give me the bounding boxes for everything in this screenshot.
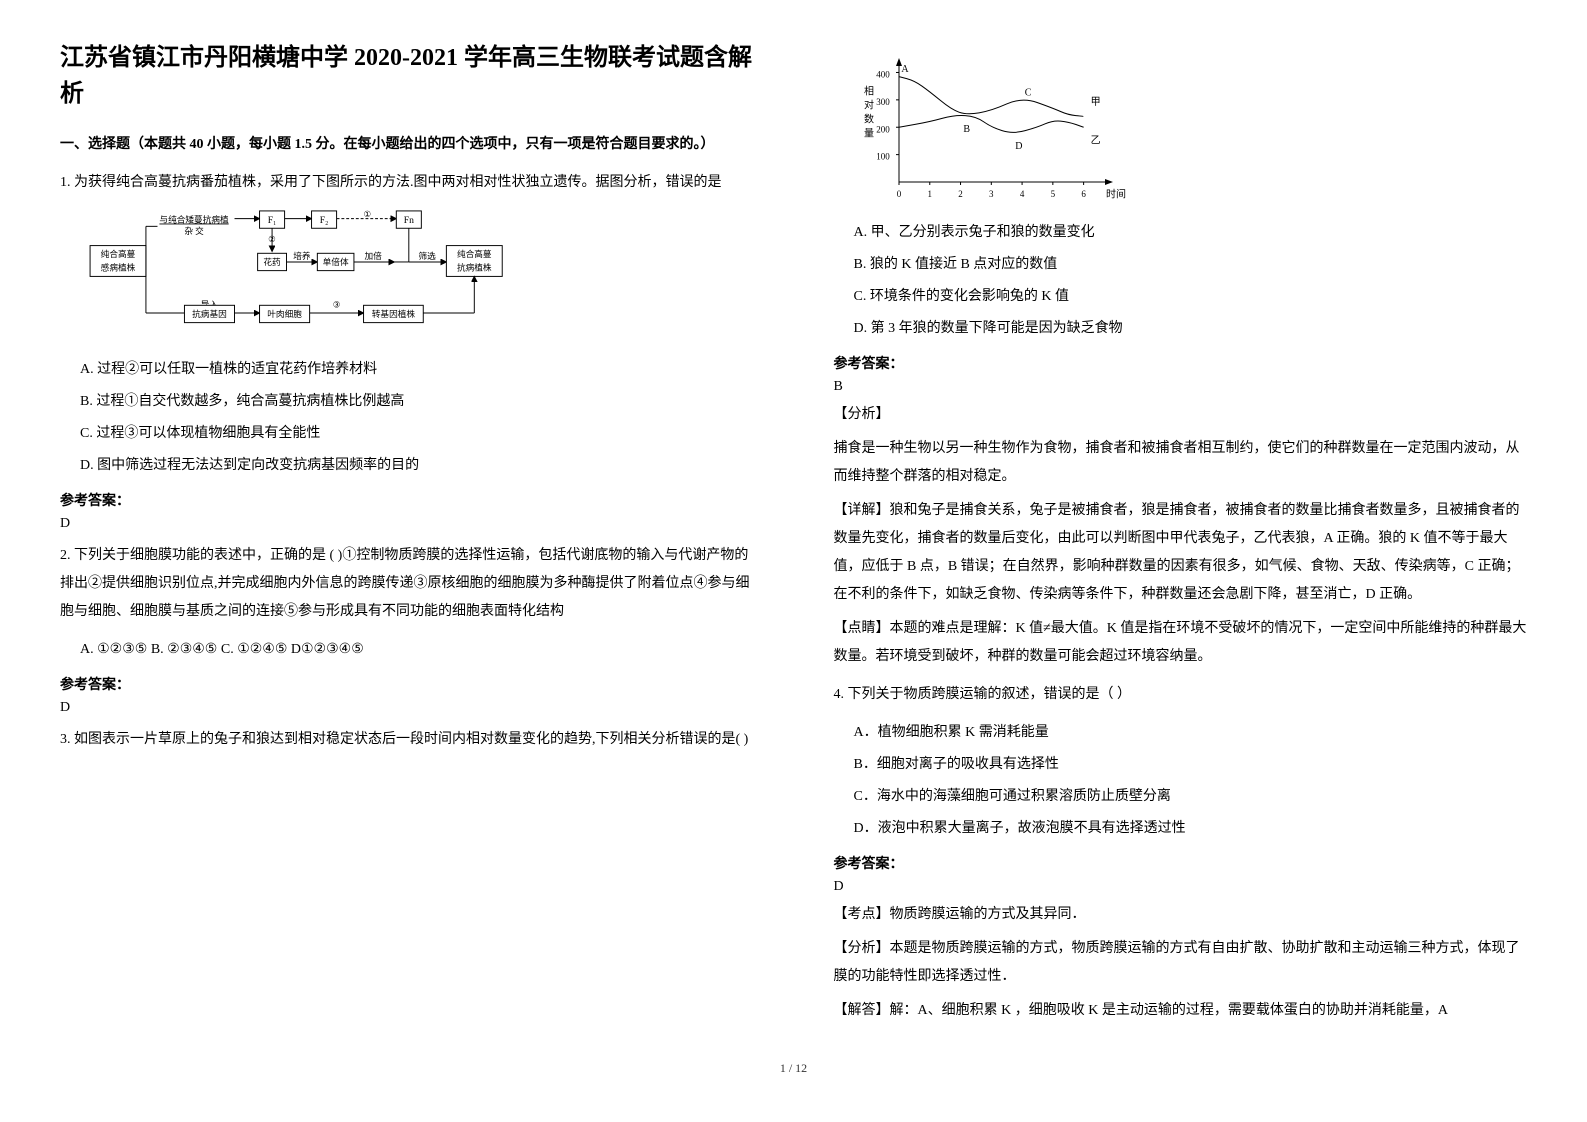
q4-testpoint: 【考点】物质跨膜运输的方式及其异同． [834,901,1528,929]
q1-option-a: A. 过程②可以任取一植株的适宜花药作培养材料 [80,356,754,384]
svg-text:300: 300 [876,97,890,107]
q1-answer-label: 参考答案： [60,490,754,510]
svg-text:A: A [901,64,909,75]
flow-f2: F₂ [320,215,329,226]
q4-option-c: C．海水中的海藻细胞可通过积累溶质防止质壁分离 [854,783,1528,811]
q4-analysis: 【分析】本题是物质跨膜运输的方式，物质跨膜运输的方式有自由扩散、协助扩散和主动运… [834,935,1528,991]
q2-answer-label: 参考答案： [60,674,754,694]
flow-double: 加倍 [365,250,383,261]
q3-answer-label: 参考答案： [834,353,1528,373]
flow-haploid: 单倍体 [323,256,349,267]
left-column: 江苏省镇江市丹阳横塘中学 2020-2021 学年高三生物联考试题含解析 一、选… [60,40,754,1031]
chart-ylabel-1: 相 [864,84,874,97]
svg-text:0: 0 [896,189,901,199]
flow-pure-anti-2: 抗病植株 [457,262,492,273]
q1-answer: D [60,516,754,532]
flow-circled1: ① [364,209,372,219]
flow-pure-anti-1: 纯合高蔓 [457,248,492,259]
q1-option-d: D. 图中筛选过程无法达到定向改变抗病基因频率的目的 [80,452,754,480]
flow-fn: Fn [404,215,414,226]
q3-option-b: B. 狼的 K 值接近 B 点对应的数值 [854,251,1528,279]
chart-ylabel-4: 量 [864,127,874,139]
q1-option-c: C. 过程③可以体现植物细胞具有全能性 [80,420,754,448]
flow-cross-text: 与纯合矮蔓抗病植 [159,214,229,225]
svg-text:1: 1 [927,189,932,199]
q3-analysis: 捕食是一种生物以另一种生物作为食物，捕食者和被捕食者相互制约，使它们的种群数量在… [834,435,1528,491]
svg-text:100: 100 [876,152,890,162]
q4-option-d: D．液泡中积累大量离子，故液泡膜不具有选择透过性 [854,815,1528,843]
svg-text:2: 2 [958,189,963,199]
right-column: 相 对 数 量 时间 100 200 300 400 0 1 2 3 4 5 6 A C B D 甲乙 A… [834,40,1528,1031]
q3-option-c: C. 环境条件的变化会影响兔的 K 值 [854,283,1528,311]
q3-answer: B [834,379,1528,395]
svg-text:乙: 乙 [1090,135,1100,147]
flow-circled3: ③ [333,299,341,309]
flow-pure-high-2: 感病植株 [101,262,136,273]
q4-option-b: B．细胞对离子的吸收具有选择性 [854,751,1528,779]
q3-point: 【点睛】本题的难点是理解：K 值≠最大值。K 值是指在环境不受破坏的情况下，一定… [834,615,1528,671]
flow-leaf: 叶肉细胞 [267,308,302,319]
svg-text:400: 400 [876,70,890,80]
page-footer: 1 / 12 [60,1061,1527,1076]
q2-options: A. ①②③⑤ B. ②③④⑤ C. ①②④⑤ D①②③④⑤ [80,636,754,664]
q3-detail: 【详解】狼和兔子是捕食关系，兔子是被捕食者，狼是捕食者，被捕食者的数量比捕食者数… [834,497,1528,609]
q4-answer: D [834,879,1528,895]
document-title: 江苏省镇江市丹阳横塘中学 2020-2021 学年高三生物联考试题含解析 [60,40,754,112]
q3-option-a: A. 甲、乙分别表示兔子和狼的数量变化 [854,219,1528,247]
flow-select: 筛选 [418,250,436,261]
svg-text:6: 6 [1081,189,1086,199]
svg-text:5: 5 [1050,189,1055,199]
svg-text:3: 3 [989,189,994,199]
flow-anther: 花药 [263,256,281,267]
flow-pure-high-1: 纯合高蔓 [101,248,136,259]
chart-ylabel-3: 数 [864,112,874,125]
section-heading: 一、选择题（本题共 40 小题，每小题 1.5 分。在每小题给出的四个选项中，只… [60,132,754,157]
q4-option-a: A．植物细胞积累 K 需消耗能量 [854,719,1528,747]
q3-analysis-label: 【分析】 [834,401,1528,429]
flow-cross-text2: 杂 交 [184,225,204,236]
q1-option-b: B. 过程①自交代数越多，纯合高蔓抗病植株比例越高 [80,388,754,416]
svg-text:甲: 甲 [1090,97,1100,108]
svg-text:C: C [1024,88,1031,99]
q3-stem: 3. 如图表示一片草原上的兔子和狼达到相对稳定状态后一段时间内相对数量变化的趋势… [60,726,754,754]
svg-text:4: 4 [1019,189,1024,199]
svg-text:200: 200 [876,124,890,134]
chart-xlabel: 时间 [1106,187,1126,200]
q2-answer: D [60,700,754,716]
svg-text:B: B [963,124,970,135]
q3-chart: 相 对 数 量 时间 100 200 300 400 0 1 2 3 4 5 6 A C B D 甲乙 [854,52,1528,207]
svg-text:D: D [1015,141,1022,152]
q3-option-d: D. 第 3 年狼的数量下降可能是因为缺乏食物 [854,315,1528,343]
flow-f1: F₁ [268,215,277,226]
flow-transgenic: 转基因植株 [372,308,416,319]
flow-gene: 抗病基因 [192,308,227,319]
chart-ylabel-2: 对 [864,98,874,111]
q1-stem: 1. 为获得纯合高蔓抗病番茄植株，采用了下图所示的方法.图中两对相对性状独立遗传… [60,169,754,197]
flow-culture: 培养 [293,250,311,261]
q4-solve: 【解答】解：A、细胞积累 K ，细胞吸收 K 是主动运输的过程，需要载体蛋白的协… [834,997,1528,1025]
q4-stem: 4. 下列关于物质跨膜运输的叙述，错误的是（ ） [834,681,1528,709]
q1-flowchart: 与纯合矮蔓抗病植 杂 交 F₁ F₂ ① Fn 纯合高蔓 感病植株 [80,209,754,344]
q4-answer-label: 参考答案： [834,853,1528,873]
q2-stem: 2. 下列关于细胞膜功能的表述中，正确的是 ( )①控制物质跨膜的选择性运输，包… [60,542,754,626]
